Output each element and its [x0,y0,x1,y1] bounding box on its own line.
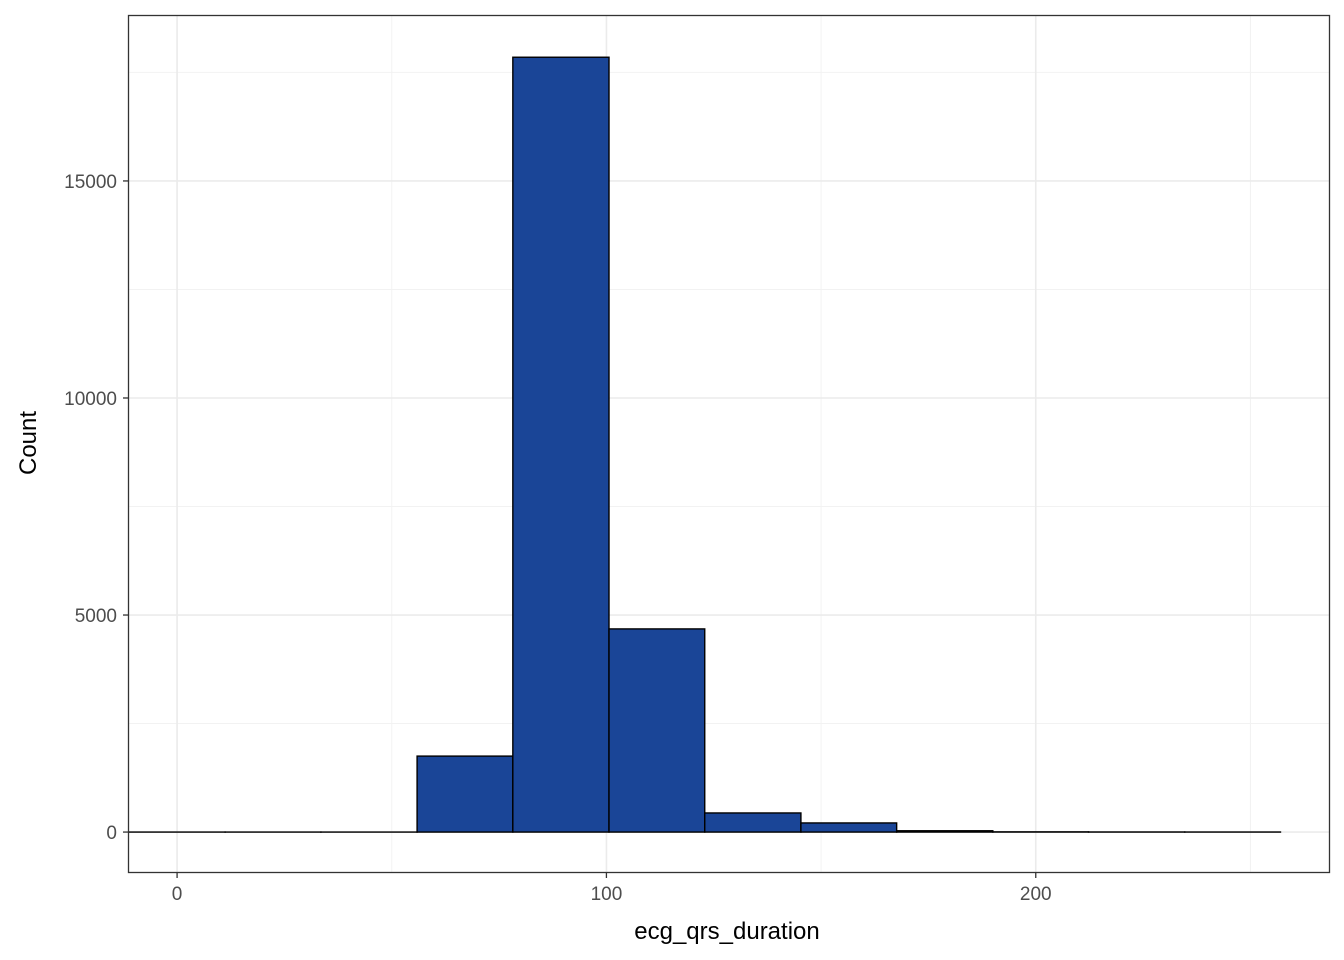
histogram-bar [512,56,610,833]
x-axis-title: ecg_qrs_duration [634,918,819,945]
x-tick-label: 200 [1020,884,1052,905]
x-tick-label: 100 [591,884,623,905]
y-tick-label: 5000 [75,606,117,627]
histogram-bar [416,755,514,833]
histogram-bar [704,812,802,833]
histogram-bar [895,830,994,833]
histogram-bar [608,628,706,833]
histogram-bar [800,822,898,833]
histogram-bars [128,56,1282,833]
x-tick-label: 0 [172,884,183,905]
y-tick-label: 15000 [64,172,117,193]
axis-ticks: 0 100 200 0 5000 10000 15000 [64,172,1051,905]
y-tick-label: 0 [106,823,117,844]
panel-border [127,14,1331,874]
y-tick-label: 10000 [64,389,117,410]
y-axis-title: Count [15,411,42,475]
